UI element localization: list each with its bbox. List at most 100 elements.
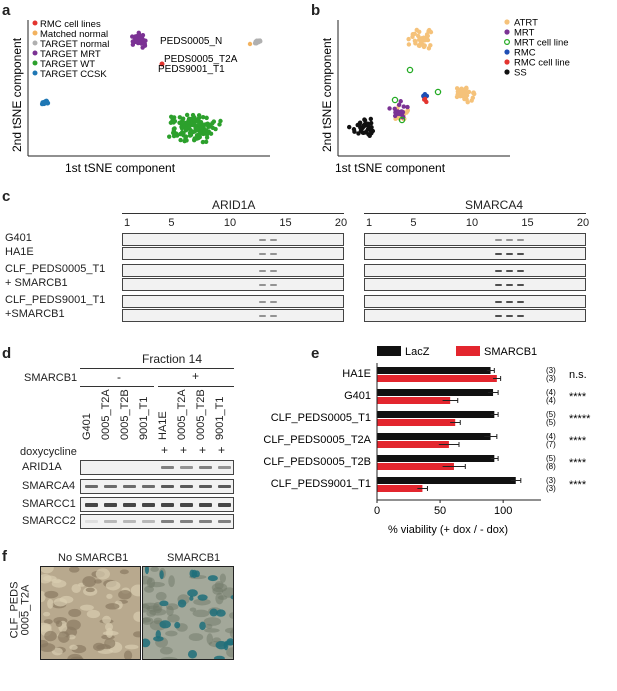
blot-row-label: + SMARCB1 [5,277,68,289]
bar [377,477,516,484]
tsne-a-point-wt [203,139,209,144]
sample-size-label: (4) [546,388,556,397]
tsne-b-point-atrt [414,27,419,33]
blot-strip-band [218,520,231,523]
blot-strip-label: SMARCA4 [22,480,76,492]
panel-letter-b: b [311,2,321,19]
fraction-tick-label: 5 [410,217,417,229]
cell-texture [57,631,70,643]
tsne-b-point-mrt-line [434,88,442,96]
tsne-a-point-wt [200,139,206,145]
fraction-tick-label: 15 [521,217,534,229]
cell-texture [43,611,51,617]
blot-strip-band [104,485,117,488]
blot-strip [80,497,234,512]
fraction-tick-label: 10 [223,217,237,229]
tsne-b-point-mrt-line [391,96,399,104]
blot-lane [364,264,586,277]
blot-row-label: CLF_PEDS0005_T1 [5,263,106,275]
lane-label: 0005_T2A [100,389,112,440]
blot-strip-band [199,466,212,469]
tsne-b-legend-label: MRT [514,28,535,39]
tsne-a-point-wt [218,118,223,124]
stained-cell [191,569,198,579]
cell-texture [143,617,154,625]
tsne-b-point-ss [358,125,363,130]
tsne-b-points [347,27,477,138]
cell-texture [193,598,211,606]
cell-texture [68,608,82,618]
tsne-a-xlabel: 1st tSNE component [65,161,176,175]
cell-texture [203,617,222,626]
bar-category-label: CLF_PEDS0005_T2A [263,434,371,446]
plus-label: + [192,369,200,383]
tsne-a-ylabel: 2nd tSNE component [10,37,24,152]
fraction-tick-label: 10 [465,217,479,229]
bar-category-label: G401 [344,390,371,402]
tsne-b-point-atrt [422,43,427,48]
cell-texture [68,634,76,640]
cell-texture [159,646,173,655]
tsne-b-point-rmc [421,93,427,98]
blot-strip-band [199,485,212,488]
cell-texture [143,575,153,585]
stained-cell [197,594,208,601]
blot-row-label: +SMARCB1 [5,308,65,320]
cell-texture [80,604,94,611]
blot-row-label: G401 [5,232,32,244]
cell-texture [188,633,204,642]
cell-texture [51,647,63,656]
tsne-b-point-ss [370,128,376,134]
tsne-a-point-wt [211,119,217,124]
tsne-a-point-wt [194,133,200,138]
cell-texture [166,605,174,616]
cell-texture [167,614,180,623]
cell-texture [41,622,52,632]
stained-cell [159,620,171,629]
tsne-b-point-atrt [456,92,461,97]
tsne-a-point-wt [195,118,200,124]
legend-swatch [456,346,480,356]
tsne-a-point-wt [168,114,174,119]
blot-lane [364,247,586,260]
sample-size-label: (4) [546,396,556,405]
stained-cell [177,599,187,608]
cell-texture [133,631,140,638]
blot-band [506,314,514,317]
tsne-a-point-wt [186,124,192,129]
blot-lane [122,247,344,260]
tsne-b-legend-label: RMC [514,48,536,59]
legend-swatch [377,346,401,356]
bar-category-label: CLF_PEDS9001_T1 [271,478,371,490]
cell-texture [102,615,112,624]
stained-cell [187,589,198,597]
bar [377,455,495,462]
lane-label: 0005_T2A [176,389,188,440]
bar-x-tick-label: 100 [494,505,512,517]
cell-texture [168,575,175,588]
blot-strip-band [180,485,193,488]
tsne-b-point-mrt [401,104,406,109]
panel-letter-d: d [2,345,12,362]
blot-strip-band [199,520,212,523]
dox-plus: + [161,443,169,457]
cell-texture [41,591,46,603]
micro-title-no-smarcb1: No SMARCB1 [58,552,129,564]
tsne-b-legend-dot [504,19,510,25]
cell-texture [93,642,105,652]
blot-strip-label: SMARCC2 [22,515,76,527]
bar [377,397,451,404]
sample-size-label: (8) [546,462,556,471]
fraction-tick-label: 1 [366,217,373,229]
bar-category-label: CLF_PEDS0005_T1 [271,412,371,424]
blot-band [495,300,503,303]
cell-texture [215,592,224,605]
tsne-b-point-atrt [406,36,411,42]
bar [377,389,494,396]
blot-lane [122,309,344,322]
tsne-a-point-wt [204,132,210,137]
tsne-b-point-ss [356,131,361,136]
cell-texture [219,573,226,583]
